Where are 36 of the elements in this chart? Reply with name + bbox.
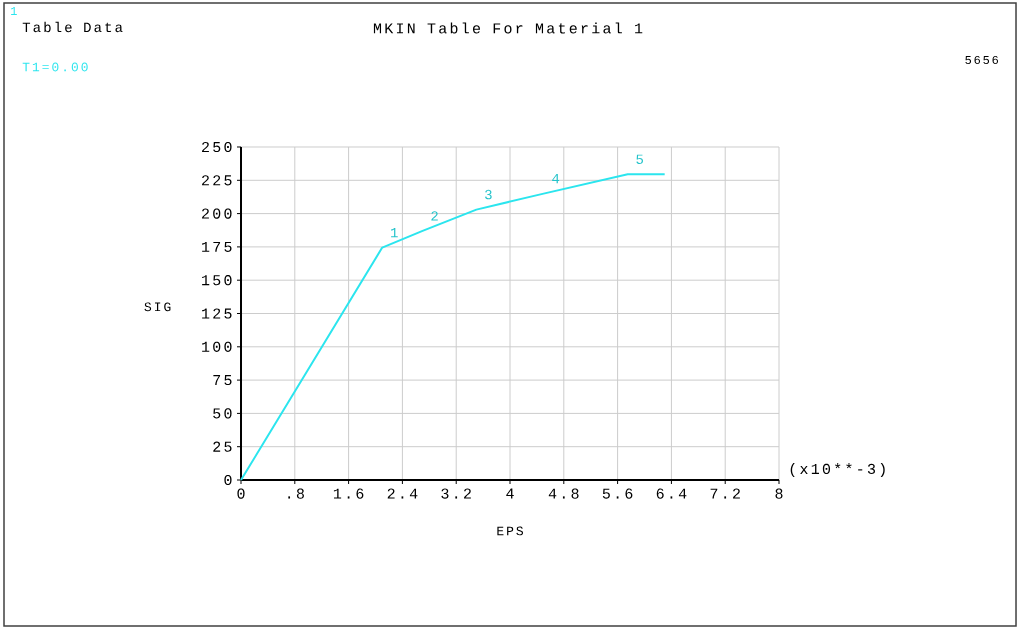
chart-title: MKIN Table For Material 1 <box>373 22 643 34</box>
y-axis-title: SIG <box>144 302 171 312</box>
y-tick-label: 150 <box>202 275 232 286</box>
x-tick-label: 2.4 <box>387 488 418 499</box>
x-tick-label: 0 <box>237 488 245 499</box>
annotation: 5 <box>636 154 644 164</box>
x-tick-label: 8 <box>775 488 783 499</box>
text: T1=0.00 <box>22 62 88 72</box>
y-tick-label: 75 <box>213 375 232 386</box>
y-tick-label: 200 <box>202 208 232 219</box>
annotation: 2 <box>431 211 438 221</box>
y-tick-label: 250 <box>202 141 232 153</box>
x-tick-label: 4.8 <box>548 488 579 499</box>
y-tick-label: 25 <box>213 441 232 452</box>
annotation: 4 <box>552 174 560 184</box>
x-tick-label: 5.6 <box>602 488 633 499</box>
text: Table Data <box>22 21 123 33</box>
x-tick-label: 7.2 <box>710 488 740 499</box>
annotation: 3 <box>485 189 492 200</box>
y-tick-label: 50 <box>213 408 232 419</box>
x-tick-label: .8 <box>288 488 304 499</box>
text: (x10**-3) <box>790 463 885 477</box>
x-axis-title: EPS <box>497 526 524 536</box>
annotation: 1 <box>391 227 398 238</box>
y-tick-label: 175 <box>202 241 232 252</box>
y-tick-label: 125 <box>202 308 232 319</box>
line-series <box>240 173 666 481</box>
x-tick-label: 1.6 <box>333 488 364 499</box>
x-tick-label: 3.2 <box>441 488 471 499</box>
y-tick-label: 0 <box>224 474 232 486</box>
y-tick-label: 225 <box>202 175 232 186</box>
text: 5656 <box>965 55 999 65</box>
x-tick-label: 4 <box>506 488 514 499</box>
text: 1 <box>11 7 17 15</box>
y-tick-label: 100 <box>202 341 232 352</box>
x-tick-label: 6.4 <box>656 488 687 499</box>
